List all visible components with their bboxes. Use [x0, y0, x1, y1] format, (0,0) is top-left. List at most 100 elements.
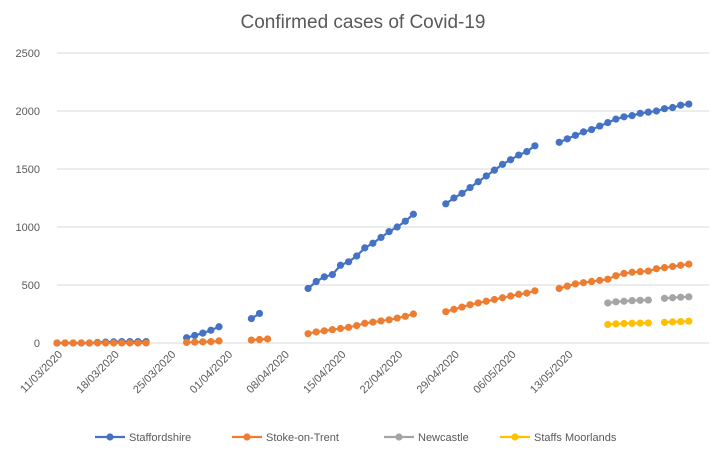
data-point — [523, 289, 531, 297]
data-point — [660, 318, 669, 326]
data-point — [685, 293, 693, 301]
x-tick-label: 06/05/2020 — [471, 349, 518, 396]
data-point — [118, 339, 126, 347]
data-point — [588, 277, 596, 286]
data-point — [458, 189, 466, 197]
gridlines — [57, 52, 709, 344]
data-point — [660, 294, 669, 302]
data-point — [466, 183, 474, 192]
data-point — [669, 294, 677, 302]
data-point — [596, 276, 604, 284]
data-point — [652, 265, 661, 273]
data-point — [393, 314, 401, 322]
data-point — [685, 317, 693, 325]
chart-title: Confirmed cases of Covid-19 — [241, 12, 486, 33]
y-tick-label: 500 — [22, 280, 40, 292]
data-point — [563, 135, 571, 143]
data-point — [69, 339, 77, 347]
legend-label: Staffordshire — [129, 432, 191, 444]
data-point — [652, 107, 661, 115]
data-point — [620, 297, 628, 305]
x-tick-label: 01/04/2020 — [188, 349, 235, 396]
y-tick-label: 1000 — [16, 222, 40, 234]
series-line — [664, 295, 689, 300]
data-point — [207, 326, 215, 334]
data-point — [336, 261, 345, 269]
data-point — [304, 330, 312, 338]
data-point — [498, 294, 507, 302]
data-point — [247, 315, 255, 323]
legend-swatch-marker — [106, 433, 114, 441]
data-point — [215, 337, 223, 345]
data-point — [604, 299, 612, 307]
y-axis: 0 500 1000 1500 2000 2500 — [16, 48, 40, 350]
data-point — [264, 335, 272, 343]
data-point — [612, 272, 620, 280]
data-point — [353, 252, 361, 260]
data-point — [215, 323, 223, 331]
x-tick-label: 13/05/2020 — [528, 349, 575, 396]
legend-label: Newcastle — [418, 432, 469, 444]
data-point — [507, 292, 515, 300]
data-point — [85, 339, 93, 347]
data-point — [312, 277, 320, 286]
data-point — [409, 310, 417, 318]
y-tick-label: 2500 — [16, 48, 40, 60]
legend-swatch-marker — [243, 433, 251, 441]
data-point — [636, 319, 644, 327]
data-point — [409, 210, 417, 218]
data-point — [555, 284, 563, 293]
data-point — [604, 119, 612, 127]
data-point — [304, 284, 312, 293]
data-point — [361, 244, 369, 252]
data-point — [450, 194, 458, 202]
x-tick-label: 18/03/2020 — [74, 349, 121, 396]
legend-label: Stoke-on-Trent — [266, 432, 339, 444]
data-point — [677, 317, 685, 326]
data-point — [644, 108, 652, 116]
data-point — [628, 112, 636, 120]
data-point — [636, 268, 644, 276]
data-point — [110, 339, 118, 347]
series-staffs-moorlands — [604, 317, 693, 329]
data-point — [531, 142, 539, 150]
data-point — [677, 101, 685, 109]
data-point — [474, 178, 482, 186]
y-tick-label: 0 — [34, 338, 40, 350]
data-point — [596, 122, 604, 130]
data-point — [191, 338, 199, 346]
legend-entry: Staffs Moorlands — [500, 432, 617, 444]
data-point — [401, 312, 409, 320]
data-point — [620, 113, 628, 121]
data-point — [312, 328, 320, 336]
data-point — [377, 233, 385, 242]
data-point — [579, 128, 588, 136]
data-point — [393, 223, 401, 231]
data-point — [93, 339, 102, 347]
data-point — [183, 338, 191, 347]
legend-swatch-marker — [511, 433, 519, 441]
data-point — [442, 200, 450, 208]
series-stoke-on-trent — [53, 260, 693, 347]
data-point — [385, 228, 393, 236]
data-point — [628, 268, 636, 276]
data-point — [604, 275, 612, 283]
y-tick-label: 1500 — [16, 164, 40, 176]
data-point — [636, 109, 644, 117]
data-point — [669, 318, 677, 326]
data-point — [377, 317, 385, 325]
data-point — [660, 105, 669, 113]
data-point — [571, 131, 580, 139]
x-tick-label: 22/04/2020 — [358, 349, 405, 396]
data-point — [612, 115, 620, 123]
data-point — [588, 125, 596, 134]
data-point — [207, 338, 215, 346]
x-tick-label: 08/04/2020 — [245, 349, 292, 396]
data-point — [345, 258, 353, 266]
data-point — [490, 166, 498, 174]
data-point — [320, 273, 328, 281]
legend: Staffordshire Stoke-on-Trent Newcastle Staf… — [95, 432, 617, 444]
series-line — [664, 320, 689, 324]
data-point — [442, 308, 450, 316]
data-point — [620, 269, 628, 277]
